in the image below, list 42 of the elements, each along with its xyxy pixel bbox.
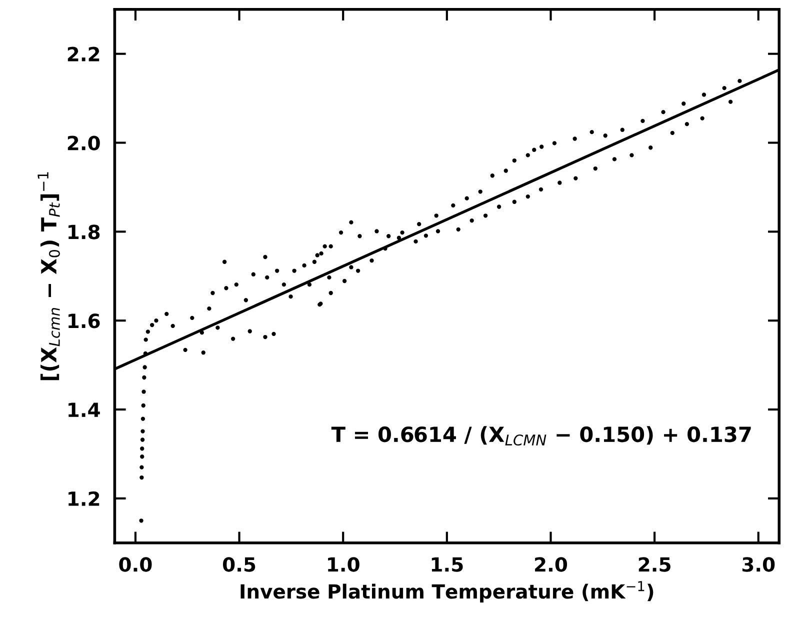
point — [648, 146, 653, 150]
point — [593, 166, 598, 171]
x-tick-label: 2.5 — [638, 557, 670, 572]
x-tick-label: 3.0 — [742, 557, 775, 572]
x-tick-label: 1.5 — [432, 557, 463, 572]
point — [684, 122, 690, 126]
point — [630, 153, 634, 158]
x-tick-label: 0.5 — [222, 557, 256, 572]
point — [424, 234, 428, 238]
y-tick-label: 1.4 — [68, 402, 100, 417]
x-tick-label: 0.0 — [119, 557, 152, 572]
point — [574, 176, 578, 180]
point — [327, 275, 332, 280]
x-axis-title: Inverse Platinum Temperature (mK$^{−1}$) — [240, 581, 654, 603]
point — [349, 265, 354, 270]
point — [526, 194, 530, 199]
point — [483, 214, 488, 218]
annotation: T = 0.6614 / (X$_{LCMN}$ − 0.150) + 0.137 — [331, 426, 751, 446]
point — [436, 229, 440, 234]
x-tick-label: 1.0 — [328, 557, 360, 572]
point — [456, 227, 460, 232]
y-tick-label: 1.8 — [68, 224, 100, 240]
point — [356, 268, 360, 273]
point — [328, 290, 333, 296]
point — [558, 180, 562, 185]
y-tick-label: 1.2 — [68, 491, 100, 506]
point — [512, 200, 516, 204]
point — [538, 187, 544, 192]
point — [496, 204, 502, 209]
point — [728, 100, 733, 104]
point — [342, 278, 347, 284]
point — [670, 130, 674, 136]
y-tick-label: 1.6 — [68, 314, 100, 328]
y-axis-title: [(X$_{Lcmn}$ − X$_{0}$) T$_{Pt}$]$^{−1}$ — [38, 172, 60, 380]
point — [414, 239, 418, 244]
y-tick-label: 2.2 — [68, 46, 100, 62]
point — [700, 116, 704, 120]
x-tick-label: 2.0 — [535, 557, 568, 572]
y-tick-label: 2.0 — [68, 136, 100, 150]
point — [370, 258, 374, 263]
point — [470, 218, 474, 223]
point — [612, 157, 617, 162]
